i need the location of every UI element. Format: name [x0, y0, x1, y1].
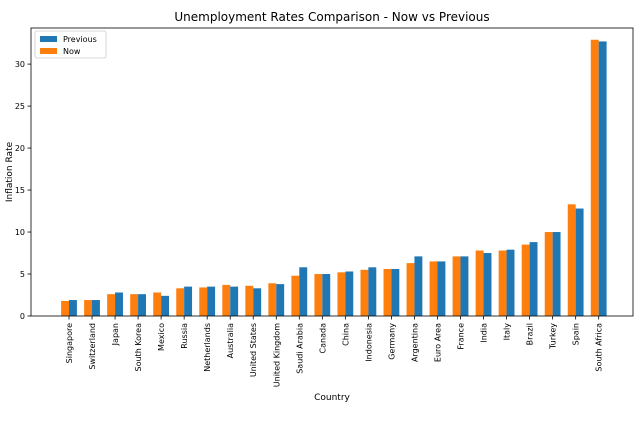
bar-now	[222, 284, 231, 316]
legend-swatch	[40, 48, 57, 54]
bar-now	[360, 269, 369, 316]
bar-now	[107, 294, 116, 316]
y-tick-label: 15	[15, 186, 25, 195]
legend-swatch	[40, 36, 57, 42]
y-tick-label: 5	[20, 270, 25, 279]
bar-now	[475, 250, 484, 316]
bar-now	[452, 256, 461, 316]
x-tick-label: United Kingdom	[272, 323, 281, 387]
bar-previous	[276, 284, 285, 316]
legend-label: Previous	[63, 35, 97, 44]
bar-now	[314, 274, 323, 316]
x-tick-label: Canada	[318, 323, 327, 354]
bar-previous	[253, 288, 262, 316]
x-tick-label: China	[341, 323, 350, 346]
bar-previous	[345, 271, 354, 316]
bar-previous	[575, 208, 584, 316]
x-tick-label: Saudi Arabia	[295, 323, 304, 374]
bar-now	[176, 288, 185, 316]
bar-previous	[115, 292, 123, 316]
legend: Previous Now	[34, 30, 107, 59]
bar-previous	[483, 253, 492, 316]
bar-previous	[161, 295, 170, 316]
y-axis: 0 5 10 15 20 25 30	[15, 60, 31, 321]
x-tick-label: Switzerland	[88, 323, 97, 370]
bar-now	[84, 300, 93, 316]
y-tick-label: 0	[20, 312, 25, 321]
x-tick-label: United States	[249, 323, 258, 377]
bar-now	[291, 275, 300, 316]
bar-previous	[368, 267, 377, 316]
bar-now	[406, 263, 415, 316]
bar-now	[544, 232, 553, 316]
x-tick-label: Japan	[111, 323, 120, 346]
bar-previous	[460, 256, 469, 316]
x-tick-label: India	[480, 323, 489, 343]
bars-group	[61, 39, 607, 317]
bar-previous	[184, 286, 193, 316]
bar-previous	[437, 261, 446, 316]
x-tick-label: Spain	[572, 323, 581, 345]
x-tick-label: Turkey	[549, 323, 558, 350]
legend-label: Now	[63, 47, 81, 56]
x-tick-label: France	[457, 323, 466, 350]
y-tick-label: 10	[15, 228, 25, 237]
bar-previous	[552, 232, 561, 316]
bar-previous	[598, 41, 607, 317]
bar-previous	[207, 286, 216, 316]
bar-previous	[391, 268, 400, 316]
bar-now	[61, 300, 69, 316]
bar-previous	[322, 274, 331, 316]
x-tick-label: Brazil	[526, 323, 535, 345]
x-tick-label: Argentina	[410, 323, 419, 362]
bar-previous	[230, 286, 239, 316]
bar-now	[590, 39, 599, 317]
bar-now	[337, 272, 346, 316]
plot-frame	[30, 27, 634, 317]
y-tick-label: 30	[15, 60, 25, 69]
y-tick-label: 25	[15, 102, 25, 111]
bar-previous	[138, 294, 146, 316]
bar-now	[498, 250, 507, 316]
x-tick-label: Euro Area	[433, 323, 442, 362]
bar-now	[429, 261, 438, 316]
y-tick-label: 20	[15, 144, 25, 153]
x-tick-label: Indonesia	[364, 323, 373, 362]
x-tick-label: Mexico	[157, 323, 166, 351]
bar-now	[521, 244, 530, 316]
x-tick-label: Singapore	[65, 323, 74, 363]
bar-now	[383, 268, 392, 316]
x-tick-label: Russia	[180, 323, 189, 349]
x-tick-label: South Africa	[595, 323, 604, 372]
bar-previous	[529, 242, 538, 316]
x-tick-label: Germany	[387, 323, 396, 360]
chart-title: Unemployment Rates Comparison - Now vs P…	[174, 10, 489, 24]
bar-previous	[506, 249, 515, 316]
x-tick-label: Netherlands	[203, 323, 212, 372]
bar-now	[268, 283, 277, 316]
bar-now	[153, 292, 162, 316]
bar-now	[199, 287, 208, 316]
bar-previous	[69, 300, 77, 316]
bar-previous	[92, 300, 100, 316]
bar-now	[130, 294, 139, 316]
bar-now	[567, 204, 576, 316]
x-tick-label: Italy	[503, 323, 512, 341]
x-axis-label: Country	[314, 393, 350, 403]
bar-previous	[299, 267, 308, 316]
x-tick-label: South Korea	[134, 323, 143, 372]
x-axis: Singapore Switzerland Japan South Korea Mexi…	[65, 316, 604, 387]
bar-now	[245, 285, 254, 316]
bar-previous	[414, 256, 423, 316]
x-tick-label: Australia	[226, 323, 235, 358]
y-axis-label: Inflation Rate	[5, 141, 15, 202]
